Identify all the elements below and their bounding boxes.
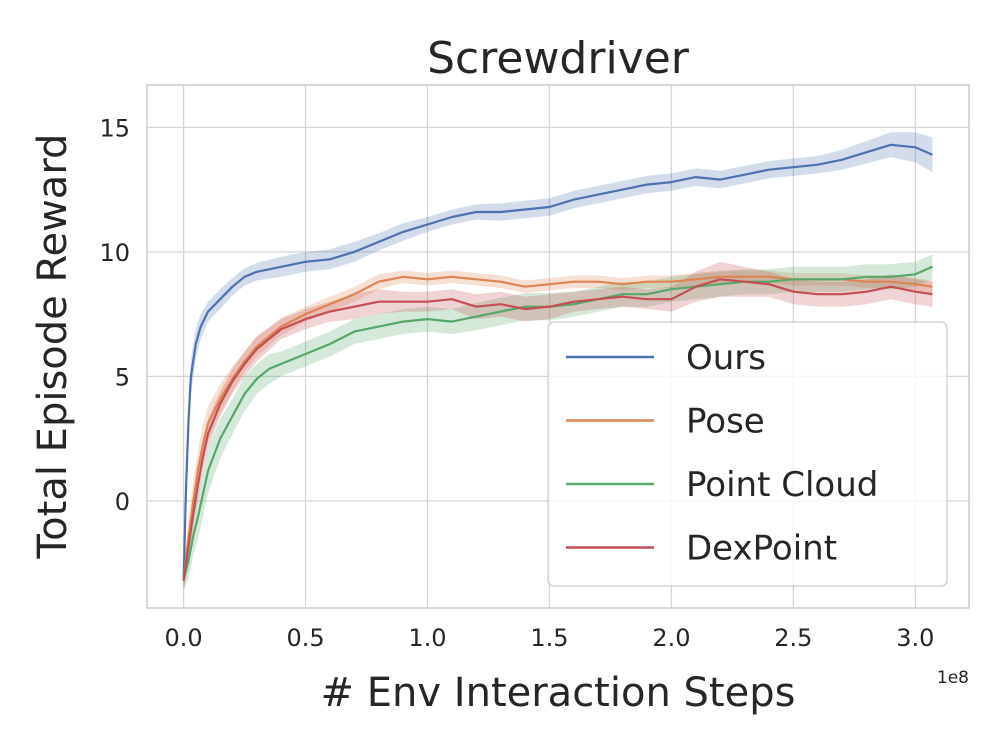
- y-tick-label: 10: [99, 239, 130, 267]
- confidence-band-3: [183, 261, 933, 591]
- confidence-bands: [183, 132, 933, 591]
- legend-label: Pose: [686, 402, 765, 442]
- series-line-0: [182, 143, 933, 581]
- y-axis-label: Total Episode Reward: [30, 134, 76, 560]
- legend-label: Ours: [686, 338, 766, 378]
- x-axis-offset-label: 1e8: [937, 668, 969, 688]
- x-tick-label: 1.5: [530, 624, 568, 652]
- legend: Ours Pose Point Cloud DexPoint: [547, 321, 948, 587]
- y-tick-label: 15: [99, 114, 130, 142]
- x-axis-label: # Env Interaction Steps: [321, 670, 796, 716]
- y-tick-label: 0: [115, 488, 130, 516]
- x-tick-label: 1.0: [408, 624, 446, 652]
- confidence-band-2: [183, 254, 933, 591]
- y-tick-label: 5: [115, 363, 130, 391]
- legend-label: DexPoint: [686, 529, 837, 569]
- x-tick-label: 0.5: [286, 624, 324, 652]
- legend-label: Point Cloud: [686, 465, 878, 505]
- x-tick-label: 0.0: [165, 624, 203, 652]
- x-tick-label: 3.0: [896, 624, 934, 652]
- x-tick-label: 2.5: [774, 624, 812, 652]
- confidence-band-0: [183, 132, 933, 591]
- chart-title: Screwdriver: [427, 33, 690, 84]
- legend-box: [547, 321, 948, 587]
- series-line-2: [182, 265, 933, 581]
- series-line-3: [182, 278, 933, 581]
- grid: [147, 85, 969, 608]
- series-lines: [182, 143, 933, 581]
- x-tick-label: 2.0: [652, 624, 690, 652]
- x-tick-labels: 0.0 0.5 1.0 1.5 2.0 2.5 3.0: [165, 624, 935, 652]
- y-tick-labels: 0 5 10 15: [99, 114, 130, 516]
- plot-frame: [146, 84, 970, 609]
